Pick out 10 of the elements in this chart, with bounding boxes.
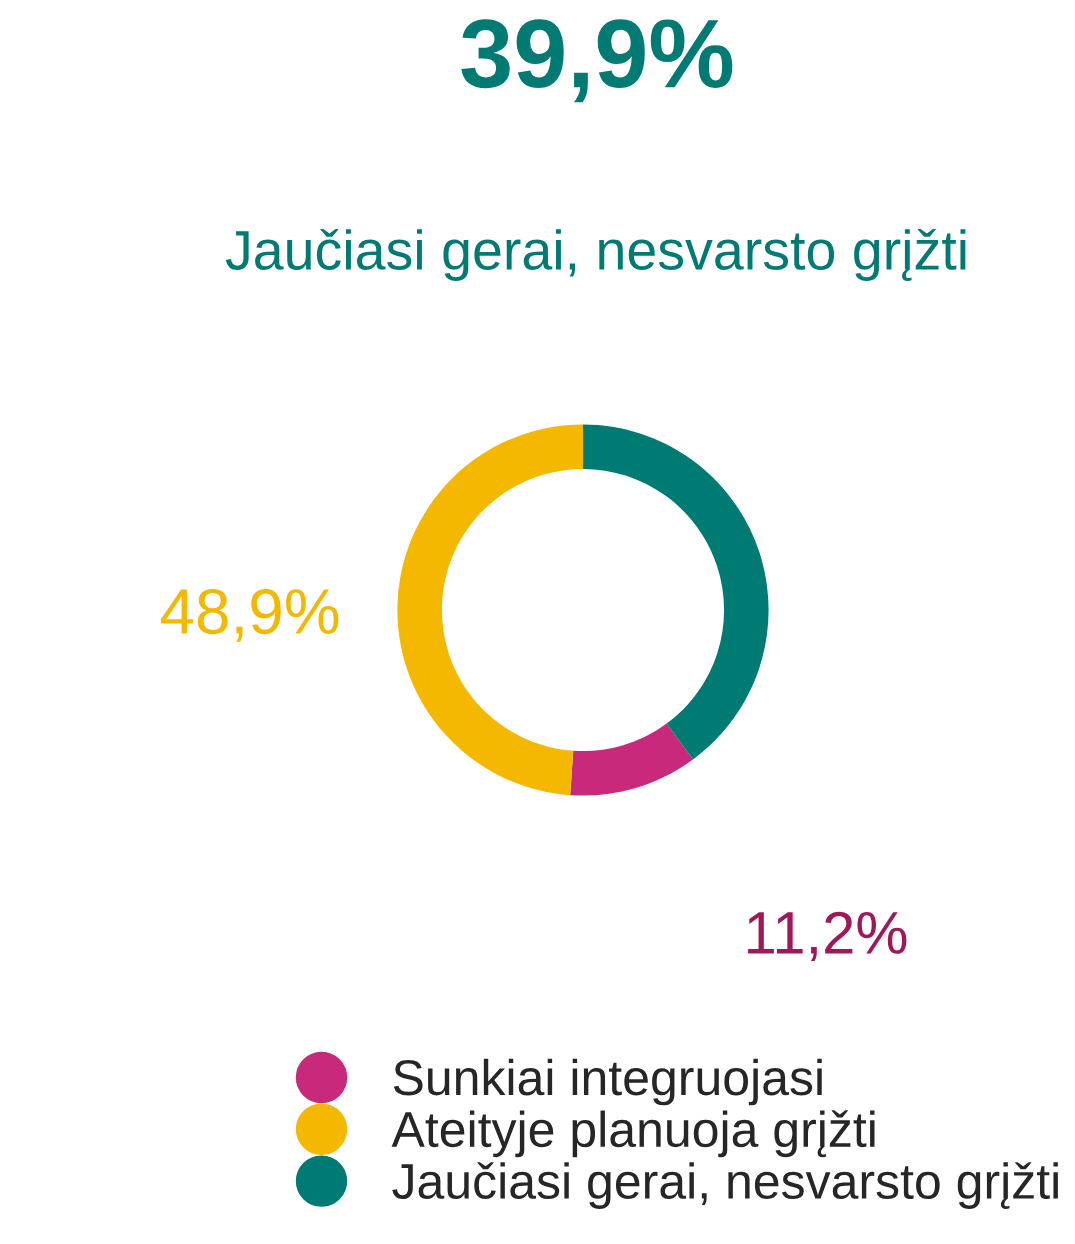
donut-slice [583,424,769,760]
data-label: 11,2% [748,911,907,962]
data-label: 39,9% [461,19,733,103]
donut-slice [397,424,583,796]
data-label: 48,9% [160,588,339,642]
donut-slice [570,723,694,796]
text: Jaučiasi gerai, nesvarsto grįžti [225,228,966,282]
legend-label: Jaučiasi gerai, nesvarsto grįžti [392,1162,1058,1209]
legend-label: Sunkiai integruojasi [393,1058,822,1106]
legend-label: Ateityje planuoja grįžti [391,1110,875,1158]
